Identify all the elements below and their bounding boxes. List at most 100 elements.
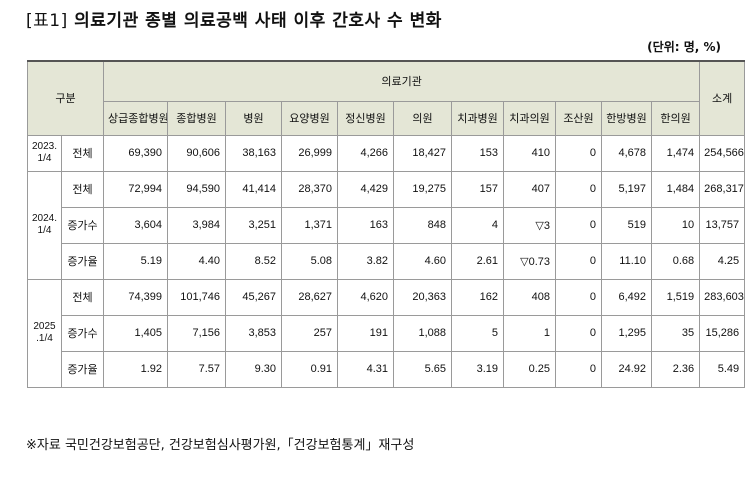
value-cell: 3.82 bbox=[337, 242, 394, 280]
value-cell: 191 bbox=[337, 314, 394, 352]
table-row: 2023. 1/4 전체 69,390 90,606 38,163 26,999 4,266… bbox=[27, 134, 746, 172]
column-header: 의원 bbox=[393, 100, 452, 136]
column-header: 한방병원 bbox=[601, 100, 652, 136]
value-cell: 0 bbox=[555, 350, 602, 388]
value-cell: 3.19 bbox=[451, 350, 504, 388]
total-cell: 5.49 bbox=[699, 350, 746, 388]
column-header: 한의원 bbox=[650, 100, 701, 136]
total-cell: 268,317 bbox=[699, 170, 746, 208]
period-label: 2024. 1/4 bbox=[27, 170, 62, 280]
table-row: 증가율 5.19 4.40 8.52 5.08 3.82 4.60 2.61 ▽0.73 0 11.… bbox=[28, 242, 746, 280]
value-cell: 153 bbox=[451, 134, 504, 172]
value-cell: 0.91 bbox=[281, 350, 338, 388]
group-header: 의료기관 bbox=[102, 60, 701, 102]
value-cell: 4.40 bbox=[167, 242, 226, 280]
value-cell: 3,251 bbox=[225, 206, 282, 244]
value-cell: 10 bbox=[650, 206, 701, 244]
column-header: 요양병원 bbox=[281, 100, 338, 136]
unit-note: (단위: 명, %) bbox=[647, 40, 721, 54]
value-cell: 1 bbox=[503, 314, 556, 352]
value-cell: 162 bbox=[451, 278, 504, 316]
value-cell: 7,156 bbox=[167, 314, 226, 352]
period-label: 2025 .1/4 bbox=[27, 278, 62, 388]
value-cell: 90,606 bbox=[167, 134, 226, 172]
value-cell: 1,088 bbox=[393, 314, 452, 352]
value-cell: 41,414 bbox=[225, 170, 282, 208]
total-cell: 13,757 bbox=[699, 206, 746, 244]
value-cell: 3,604 bbox=[103, 206, 168, 244]
value-cell: 28,627 bbox=[281, 278, 338, 316]
column-header: 병원 bbox=[225, 100, 282, 136]
value-cell: ▽3 bbox=[503, 206, 556, 244]
value-cell: 410 bbox=[503, 134, 556, 172]
value-cell: 11.10 bbox=[601, 242, 652, 280]
value-cell: 4 bbox=[451, 206, 504, 244]
table-row: 증가수 3,604 3,984 3,251 1,371 163 848 4 ▽3 0 519 10 13… bbox=[28, 206, 746, 244]
value-cell: 74,399 bbox=[103, 278, 168, 316]
value-cell: 3,853 bbox=[225, 314, 282, 352]
value-cell: 4,266 bbox=[337, 134, 394, 172]
value-cell: 69,390 bbox=[103, 134, 168, 172]
value-cell: 5,197 bbox=[601, 170, 652, 208]
title-prefix: [표1] bbox=[26, 11, 68, 31]
value-cell: 1,484 bbox=[650, 170, 701, 208]
value-cell: 0.25 bbox=[503, 350, 556, 388]
table-body: 2023. 1/4 전체 69,390 90,606 38,163 26,999 4,266… bbox=[27, 134, 746, 388]
value-cell: 19,275 bbox=[393, 170, 452, 208]
measure-label: 증가율 bbox=[61, 350, 104, 388]
value-cell: 163 bbox=[337, 206, 394, 244]
value-cell: 519 bbox=[601, 206, 652, 244]
column-header: 정신병원 bbox=[337, 100, 394, 136]
table-row: 2025 .1/4 전체 74,399 101,746 45,267 28,627 4,62… bbox=[27, 278, 746, 388]
measure-label: 전체 bbox=[61, 134, 104, 172]
measure-label: 증가수 bbox=[61, 206, 104, 244]
value-cell: 848 bbox=[393, 206, 452, 244]
value-cell: 94,590 bbox=[167, 170, 226, 208]
measure-label: 증가수 bbox=[61, 314, 104, 352]
value-cell: 4,429 bbox=[337, 170, 394, 208]
value-cell: 1,295 bbox=[601, 314, 652, 352]
value-cell: 2.61 bbox=[451, 242, 504, 280]
value-cell: 35 bbox=[650, 314, 701, 352]
value-cell: 157 bbox=[451, 170, 504, 208]
value-cell: 28,370 bbox=[281, 170, 338, 208]
value-cell: 1.92 bbox=[103, 350, 168, 388]
value-cell: 0 bbox=[555, 206, 602, 244]
value-cell: 4,620 bbox=[337, 278, 394, 316]
total-cell: 15,286 bbox=[699, 314, 746, 352]
value-cell: 5.65 bbox=[393, 350, 452, 388]
value-cell: 0 bbox=[555, 170, 602, 208]
value-cell: 9.30 bbox=[225, 350, 282, 388]
value-cell: 26,999 bbox=[281, 134, 338, 172]
corner-header: 구분 bbox=[27, 60, 104, 136]
value-cell: 1,371 bbox=[281, 206, 338, 244]
value-cell: 0 bbox=[555, 134, 602, 172]
column-header: 조산원 bbox=[555, 100, 602, 136]
total-cell: 4.25 bbox=[699, 242, 746, 280]
nurse-count-table: 구분 의료기관 소계 상급종합병원 종합병원 병원 요양병원 정신병원 의원 치과병원 치과의… bbox=[27, 60, 746, 388]
value-cell: 1,519 bbox=[650, 278, 701, 316]
value-cell: 5 bbox=[451, 314, 504, 352]
value-cell: 4.31 bbox=[337, 350, 394, 388]
value-cell: 8.52 bbox=[225, 242, 282, 280]
table-title: [표1] 의료기관 종별 의료공백 사태 이후 간호사 수 변화 bbox=[26, 6, 442, 31]
value-cell: 407 bbox=[503, 170, 556, 208]
table-row: 증가율 1.92 7.57 9.30 0.91 4.31 5.65 3.19 0.25 0 24.9… bbox=[28, 350, 746, 388]
value-cell: 7.57 bbox=[167, 350, 226, 388]
value-cell: 5.08 bbox=[281, 242, 338, 280]
value-cell: 45,267 bbox=[225, 278, 282, 316]
measure-label: 전체 bbox=[61, 278, 104, 316]
value-cell: 38,163 bbox=[225, 134, 282, 172]
value-cell: 0 bbox=[555, 242, 602, 280]
value-cell: 24.92 bbox=[601, 350, 652, 388]
value-cell: 2.36 bbox=[650, 350, 701, 388]
value-cell: 18,427 bbox=[393, 134, 452, 172]
source-note: ※자료 국민건강보험공단, 건강보험심사평가원,「건강보험통계」재구성 bbox=[26, 438, 415, 453]
value-cell: 101,746 bbox=[167, 278, 226, 316]
period-label: 2023. 1/4 bbox=[27, 134, 62, 172]
value-cell: 4,678 bbox=[601, 134, 652, 172]
column-header: 상급종합병원 bbox=[103, 100, 168, 136]
measure-label: 증가율 bbox=[61, 242, 104, 280]
value-cell: 5.19 bbox=[103, 242, 168, 280]
value-cell: 1,474 bbox=[650, 134, 701, 172]
